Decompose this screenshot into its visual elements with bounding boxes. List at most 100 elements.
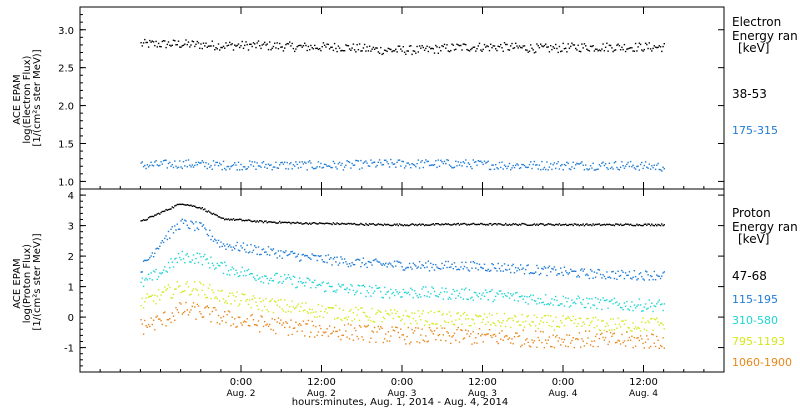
data-point [473, 342, 476, 344]
data-point [272, 329, 275, 331]
data-point [512, 263, 514, 266]
data-point [563, 224, 566, 226]
data-point [558, 223, 561, 225]
data-point [192, 288, 195, 290]
data-point [591, 45, 593, 48]
data-point [552, 164, 554, 166]
data-point [380, 311, 382, 313]
data-point [410, 45, 412, 47]
data-point [315, 286, 317, 289]
data-point [257, 165, 260, 167]
data-point [244, 44, 246, 47]
data-point [438, 223, 441, 226]
data-point [251, 251, 253, 254]
data-point [480, 298, 482, 300]
data-point [589, 307, 592, 309]
data-point [448, 335, 451, 337]
data-point [156, 164, 158, 166]
data-point [536, 164, 538, 166]
proton-ylabel: ACE EPAM log(Proton Flux) [1/(cm²s ster … [12, 233, 43, 330]
data-point [608, 341, 611, 343]
data-point [266, 43, 268, 45]
data-point [368, 341, 371, 343]
data-point [470, 166, 472, 168]
data-point [378, 328, 381, 330]
data-point [537, 168, 539, 170]
data-point [209, 267, 211, 269]
data-point [358, 259, 361, 261]
data-point [166, 271, 168, 273]
data-point [607, 343, 609, 346]
data-point [573, 322, 576, 325]
data-point [358, 319, 361, 322]
data-point [420, 224, 422, 226]
data-point [312, 281, 315, 284]
data-point [294, 327, 296, 329]
data-point [236, 169, 238, 171]
data-point [617, 168, 619, 170]
data-point [197, 228, 200, 231]
data-point [177, 203, 180, 206]
data-point [309, 279, 311, 281]
data-point [247, 49, 250, 51]
data-point [487, 299, 489, 301]
data-point [546, 303, 548, 306]
data-point [646, 166, 648, 168]
data-point [508, 268, 511, 270]
data-point [652, 278, 654, 281]
data-point [240, 218, 242, 221]
data-point [491, 47, 493, 49]
data-point [627, 274, 629, 276]
data-point [437, 223, 439, 225]
proton-legend-series-4: 795-1193 [732, 335, 785, 348]
data-point [149, 164, 151, 167]
x-tick-time: 0:00 [230, 377, 252, 388]
data-point [250, 307, 252, 309]
data-point [537, 45, 539, 47]
data-point [428, 164, 431, 167]
data-point [212, 240, 215, 242]
data-point [510, 342, 512, 344]
data-point [521, 163, 523, 166]
data-point [481, 161, 483, 164]
data-point [628, 309, 631, 311]
data-point [521, 47, 523, 49]
data-point [400, 48, 402, 50]
electron-ylabel: ACE EPAM log(Electron Flux) [1/(cm²s ste… [12, 49, 43, 146]
data-point [583, 323, 586, 325]
data-point [613, 297, 616, 300]
data-point [215, 296, 217, 298]
data-point [156, 46, 158, 48]
data-point [457, 312, 459, 314]
data-point [586, 168, 588, 170]
data-point [647, 47, 649, 50]
data-point [536, 346, 538, 348]
data-point [565, 223, 567, 225]
data-point [466, 48, 468, 51]
data-point [187, 159, 190, 161]
data-point [340, 338, 342, 341]
data-point [325, 254, 327, 257]
data-point [152, 41, 155, 43]
data-point [240, 322, 242, 324]
data-point [398, 45, 401, 47]
data-point [381, 53, 383, 56]
data-point [634, 276, 637, 278]
data-point [557, 224, 559, 226]
proton-data [140, 203, 665, 349]
data-point [591, 224, 593, 227]
data-point [332, 307, 335, 309]
data-point [368, 45, 371, 47]
data-point [321, 259, 323, 261]
data-point [413, 330, 416, 332]
data-point [215, 47, 217, 49]
data-point [491, 164, 493, 166]
data-point [187, 255, 190, 258]
data-point [616, 327, 618, 329]
data-point [578, 332, 581, 334]
data-point [214, 213, 216, 216]
data-point [583, 306, 586, 309]
data-point [523, 45, 526, 47]
x-axis-label: hours:minutes, Aug. 1, 2014 - Aug. 4, 20… [292, 397, 508, 408]
data-point [510, 45, 512, 47]
